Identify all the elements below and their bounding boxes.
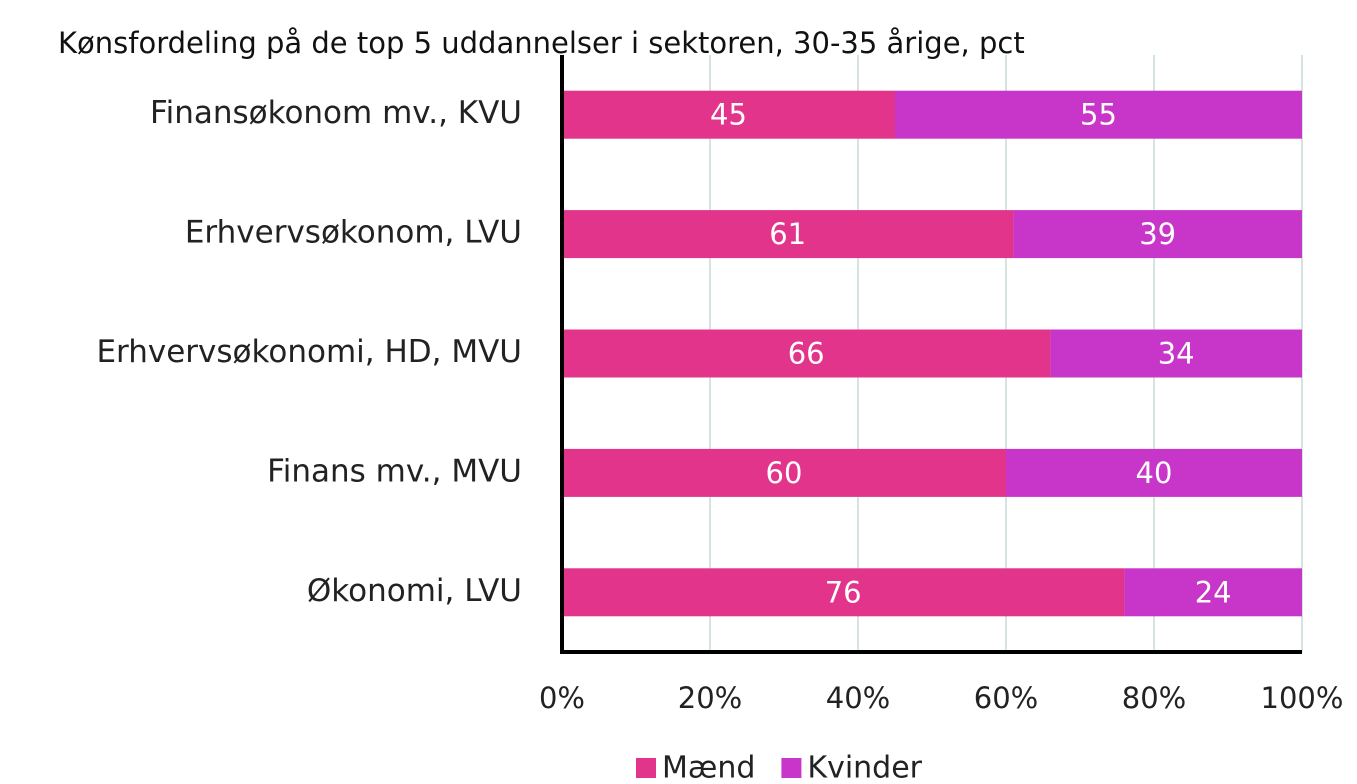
y-tick-label: Økonomi, LVU: [307, 573, 522, 609]
y-tick-label: Erhvervsøkonomi, HD, MVU: [96, 334, 522, 370]
value-label: 24: [1195, 575, 1232, 609]
bar: [562, 329, 1051, 378]
bar: [895, 90, 1302, 139]
x-tick-label: 100%: [1261, 681, 1344, 715]
legend-swatch: [636, 758, 656, 778]
value-label: 34: [1158, 337, 1195, 371]
bar: [562, 568, 1125, 617]
bar: [562, 448, 1006, 497]
value-label: 55: [1080, 98, 1117, 132]
value-label: 61: [769, 217, 806, 251]
x-tick-label: 20%: [678, 681, 742, 715]
bar: [1006, 448, 1302, 497]
legend-label: Kvinder: [807, 751, 922, 784]
bar: [562, 210, 1014, 259]
value-label: 60: [766, 456, 803, 490]
value-label: 39: [1139, 217, 1176, 251]
chart-title: Kønsfordeling på de top 5 uddannelser i …: [58, 26, 1025, 60]
x-tick-label: 0%: [539, 681, 585, 715]
bar: [1013, 210, 1302, 259]
bar: [1050, 329, 1302, 378]
legend-swatch: [781, 758, 802, 778]
value-label: 45: [710, 98, 747, 132]
x-tick-label: 60%: [974, 681, 1038, 715]
value-label: 40: [1136, 456, 1173, 490]
legend-label: Mænd: [662, 751, 755, 784]
value-label: 76: [825, 575, 862, 609]
bar: [1124, 568, 1302, 617]
y-tick-label: Finans mv., MVU: [267, 453, 522, 489]
x-tick-label: 80%: [1122, 681, 1186, 715]
bar: [562, 90, 895, 139]
value-label: 66: [788, 337, 825, 371]
x-tick-label: 40%: [826, 681, 890, 715]
y-tick-label: Erhvervsøkonom, LVU: [185, 215, 522, 251]
y-tick-label: Finansøkonom mv., KVU: [150, 95, 522, 131]
